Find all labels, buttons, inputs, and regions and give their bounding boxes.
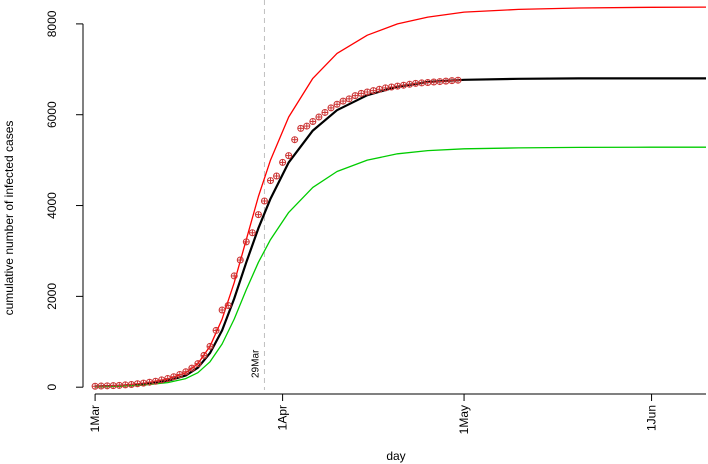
observed-point — [345, 95, 353, 103]
observed-point — [424, 78, 432, 86]
y-tick-label: 6000 — [45, 101, 59, 128]
observed-point — [279, 158, 287, 166]
observed-point — [381, 84, 389, 92]
series-line-1 — [95, 77, 706, 388]
observed-point — [363, 88, 371, 96]
vertical-marker-label: 29Mar — [250, 349, 261, 378]
observed-point — [182, 368, 190, 376]
observed-point — [321, 108, 329, 116]
observed-point — [291, 136, 299, 144]
observed-point — [121, 381, 129, 389]
observed-point — [406, 80, 414, 88]
observed-point — [146, 378, 154, 386]
observed-point — [309, 118, 317, 126]
observed-point — [333, 100, 341, 108]
observed-point — [236, 256, 244, 264]
observed-point — [91, 382, 99, 390]
observed-point — [357, 89, 365, 97]
observed-point — [248, 229, 256, 237]
y-tick-label: 4000 — [45, 192, 59, 219]
series-line-2 — [95, 146, 706, 388]
observed-point — [436, 78, 444, 86]
y-axis-title: cumulative number of infected cases — [2, 121, 16, 316]
series-lines — [95, 6, 707, 388]
observed-point — [115, 381, 123, 389]
observed-point — [418, 79, 426, 87]
observed-point — [152, 377, 160, 385]
series-line-0 — [95, 6, 707, 387]
observed-point — [164, 375, 172, 383]
observed-point — [139, 379, 147, 387]
observed-point — [97, 382, 105, 390]
observed-point — [375, 85, 383, 93]
observed-point — [170, 373, 178, 381]
observed-point — [103, 382, 111, 390]
observed-point — [254, 211, 262, 219]
observed-point — [218, 306, 226, 314]
observed-point — [442, 77, 450, 85]
observed-point — [194, 360, 202, 368]
observed-point — [260, 197, 268, 205]
observed-point — [200, 351, 208, 359]
observed-point — [315, 113, 323, 121]
observed-point — [206, 342, 214, 350]
marker-layer: 29Mar — [250, 0, 265, 390]
y-tick-label: 8000 — [45, 10, 59, 37]
observed-point — [297, 124, 305, 132]
observed-point — [212, 326, 220, 334]
observed-point — [387, 83, 395, 91]
observed-point — [448, 77, 456, 85]
observed-point — [127, 380, 135, 388]
observed-point — [369, 87, 377, 95]
observed-point — [394, 82, 402, 90]
observed-point — [303, 122, 311, 130]
x-tick-label: 1May — [457, 405, 471, 434]
observed-point — [351, 92, 359, 100]
observed-point — [176, 370, 184, 378]
observed-point — [430, 78, 438, 86]
observed-point — [400, 81, 408, 89]
observed-point — [285, 152, 293, 160]
y-axis-ticks: 0 2000 4000 6000 8000 — [45, 10, 83, 391]
observed-point — [339, 97, 347, 105]
x-tick-label: 1Mar — [88, 405, 102, 432]
observed-points — [91, 76, 462, 390]
x-axis-ticks: 1Mar 1Apr 1May 1Jun — [88, 394, 659, 434]
observed-point — [327, 104, 335, 112]
x-axis-title: day — [386, 449, 405, 463]
observed-point — [109, 382, 117, 390]
observed-point — [454, 76, 462, 84]
observed-point — [273, 172, 281, 180]
y-tick-label: 0 — [45, 384, 59, 391]
observed-point — [133, 380, 141, 388]
observed-point — [412, 79, 420, 87]
observed-point — [230, 272, 238, 280]
observed-point — [242, 238, 250, 246]
observed-point — [267, 177, 275, 185]
observed-point — [224, 301, 232, 309]
observed-point — [188, 364, 196, 372]
x-tick-label: 1Jun — [645, 405, 659, 431]
observed-point — [158, 376, 166, 384]
y-tick-label: 2000 — [45, 283, 59, 310]
x-tick-label: 1Apr — [276, 405, 290, 430]
